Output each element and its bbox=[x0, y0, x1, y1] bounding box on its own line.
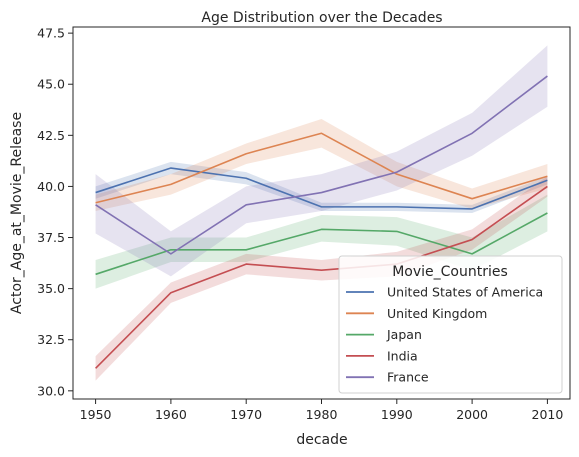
y-tick-label: 30.0 bbox=[37, 383, 65, 398]
y-axis-ticks: 30.0 32.5 35.0 37.5 40.0 42.5 45.0 47.5 bbox=[37, 26, 73, 398]
legend-label: India bbox=[387, 348, 418, 363]
y-tick-label: 32.5 bbox=[37, 332, 65, 347]
legend-label: United States of America bbox=[387, 285, 543, 300]
legend-label: United Kingdom bbox=[387, 306, 487, 321]
legend-title: Movie_Countries bbox=[392, 264, 508, 280]
x-tick-label: 1950 bbox=[80, 407, 112, 422]
confidence-band-4 bbox=[95, 45, 548, 277]
legend-label: Japan bbox=[386, 327, 422, 342]
y-tick-label: 40.0 bbox=[37, 179, 65, 194]
x-tick-label: 1980 bbox=[306, 407, 338, 422]
y-axis-title: Actor_Age_at_Movie_Release bbox=[9, 112, 25, 314]
confidence-band-2 bbox=[95, 194, 548, 289]
y-tick-label: 35.0 bbox=[37, 281, 65, 296]
x-tick-label: 1960 bbox=[155, 407, 187, 422]
x-axis-title: decade bbox=[296, 432, 347, 448]
x-tick-label: 2000 bbox=[456, 407, 488, 422]
y-tick-label: 45.0 bbox=[37, 77, 65, 92]
legend-items: United States of America United Kingdom Ja… bbox=[346, 285, 543, 385]
confidence-band-1 bbox=[95, 118, 548, 211]
chart-title: Age Distribution over the Decades bbox=[201, 10, 442, 26]
y-tick-label: 47.5 bbox=[37, 26, 65, 41]
legend-box bbox=[338, 255, 563, 394]
series-line-0 bbox=[95, 167, 548, 210]
y-tick-label: 37.5 bbox=[37, 230, 65, 245]
series-lines bbox=[95, 75, 548, 369]
series-line-3 bbox=[95, 185, 548, 369]
confidence-band-3 bbox=[95, 176, 548, 381]
series-line-4 bbox=[95, 75, 548, 255]
x-tick-label: 1970 bbox=[230, 407, 262, 422]
series-line-2 bbox=[95, 212, 548, 276]
x-axis-ticks: 1950 1960 1970 1980 1990 2000 2010 bbox=[80, 399, 564, 422]
confidence-bands bbox=[95, 45, 548, 381]
series-line-1 bbox=[95, 132, 548, 204]
legend-label: France bbox=[387, 370, 429, 385]
legend: Movie_Countries United States of America… bbox=[338, 255, 563, 394]
y-tick-label: 42.5 bbox=[37, 128, 65, 143]
x-tick-label: 1990 bbox=[381, 407, 413, 422]
x-tick-label: 2010 bbox=[532, 407, 564, 422]
confidence-band-0 bbox=[95, 161, 548, 213]
